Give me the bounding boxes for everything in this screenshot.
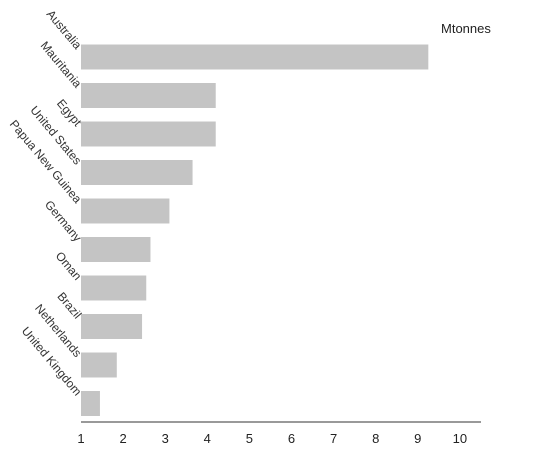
tick-labels-group: 1 2 3 4 5 6 7 8 9 10	[77, 431, 467, 446]
x-tick-label: 5	[246, 431, 253, 446]
bars-group	[81, 44, 429, 416]
x-tick-label: 2	[119, 431, 126, 446]
category-label: Egypt	[54, 96, 85, 129]
bar-brazil	[81, 314, 143, 339]
x-tick-label: 8	[372, 431, 379, 446]
x-tick-label: 10	[453, 431, 467, 446]
bar-papua-new-guinea	[81, 198, 170, 224]
bar-united-kingdom	[81, 391, 100, 416]
bar-united-states	[81, 160, 193, 185]
bar-oman	[81, 275, 147, 301]
x-tick-label: 1	[77, 431, 84, 446]
unit-label: Mtonnes	[441, 21, 491, 36]
x-tick-label: 9	[414, 431, 421, 446]
category-label: United Kingdom	[19, 324, 85, 398]
bar-mauritania	[81, 83, 216, 108]
category-label: Brazil	[54, 289, 84, 321]
bar-germany	[81, 237, 151, 262]
bar-netherlands	[81, 352, 117, 378]
category-label: Germany	[42, 198, 84, 245]
x-tick-label: 3	[162, 431, 169, 446]
x-tick-label: 6	[288, 431, 295, 446]
category-label: Oman	[53, 249, 85, 283]
x-tick-label: 7	[330, 431, 337, 446]
bar-egypt	[81, 121, 216, 147]
bar-australia	[81, 44, 429, 70]
x-tick-label: 4	[204, 431, 211, 446]
